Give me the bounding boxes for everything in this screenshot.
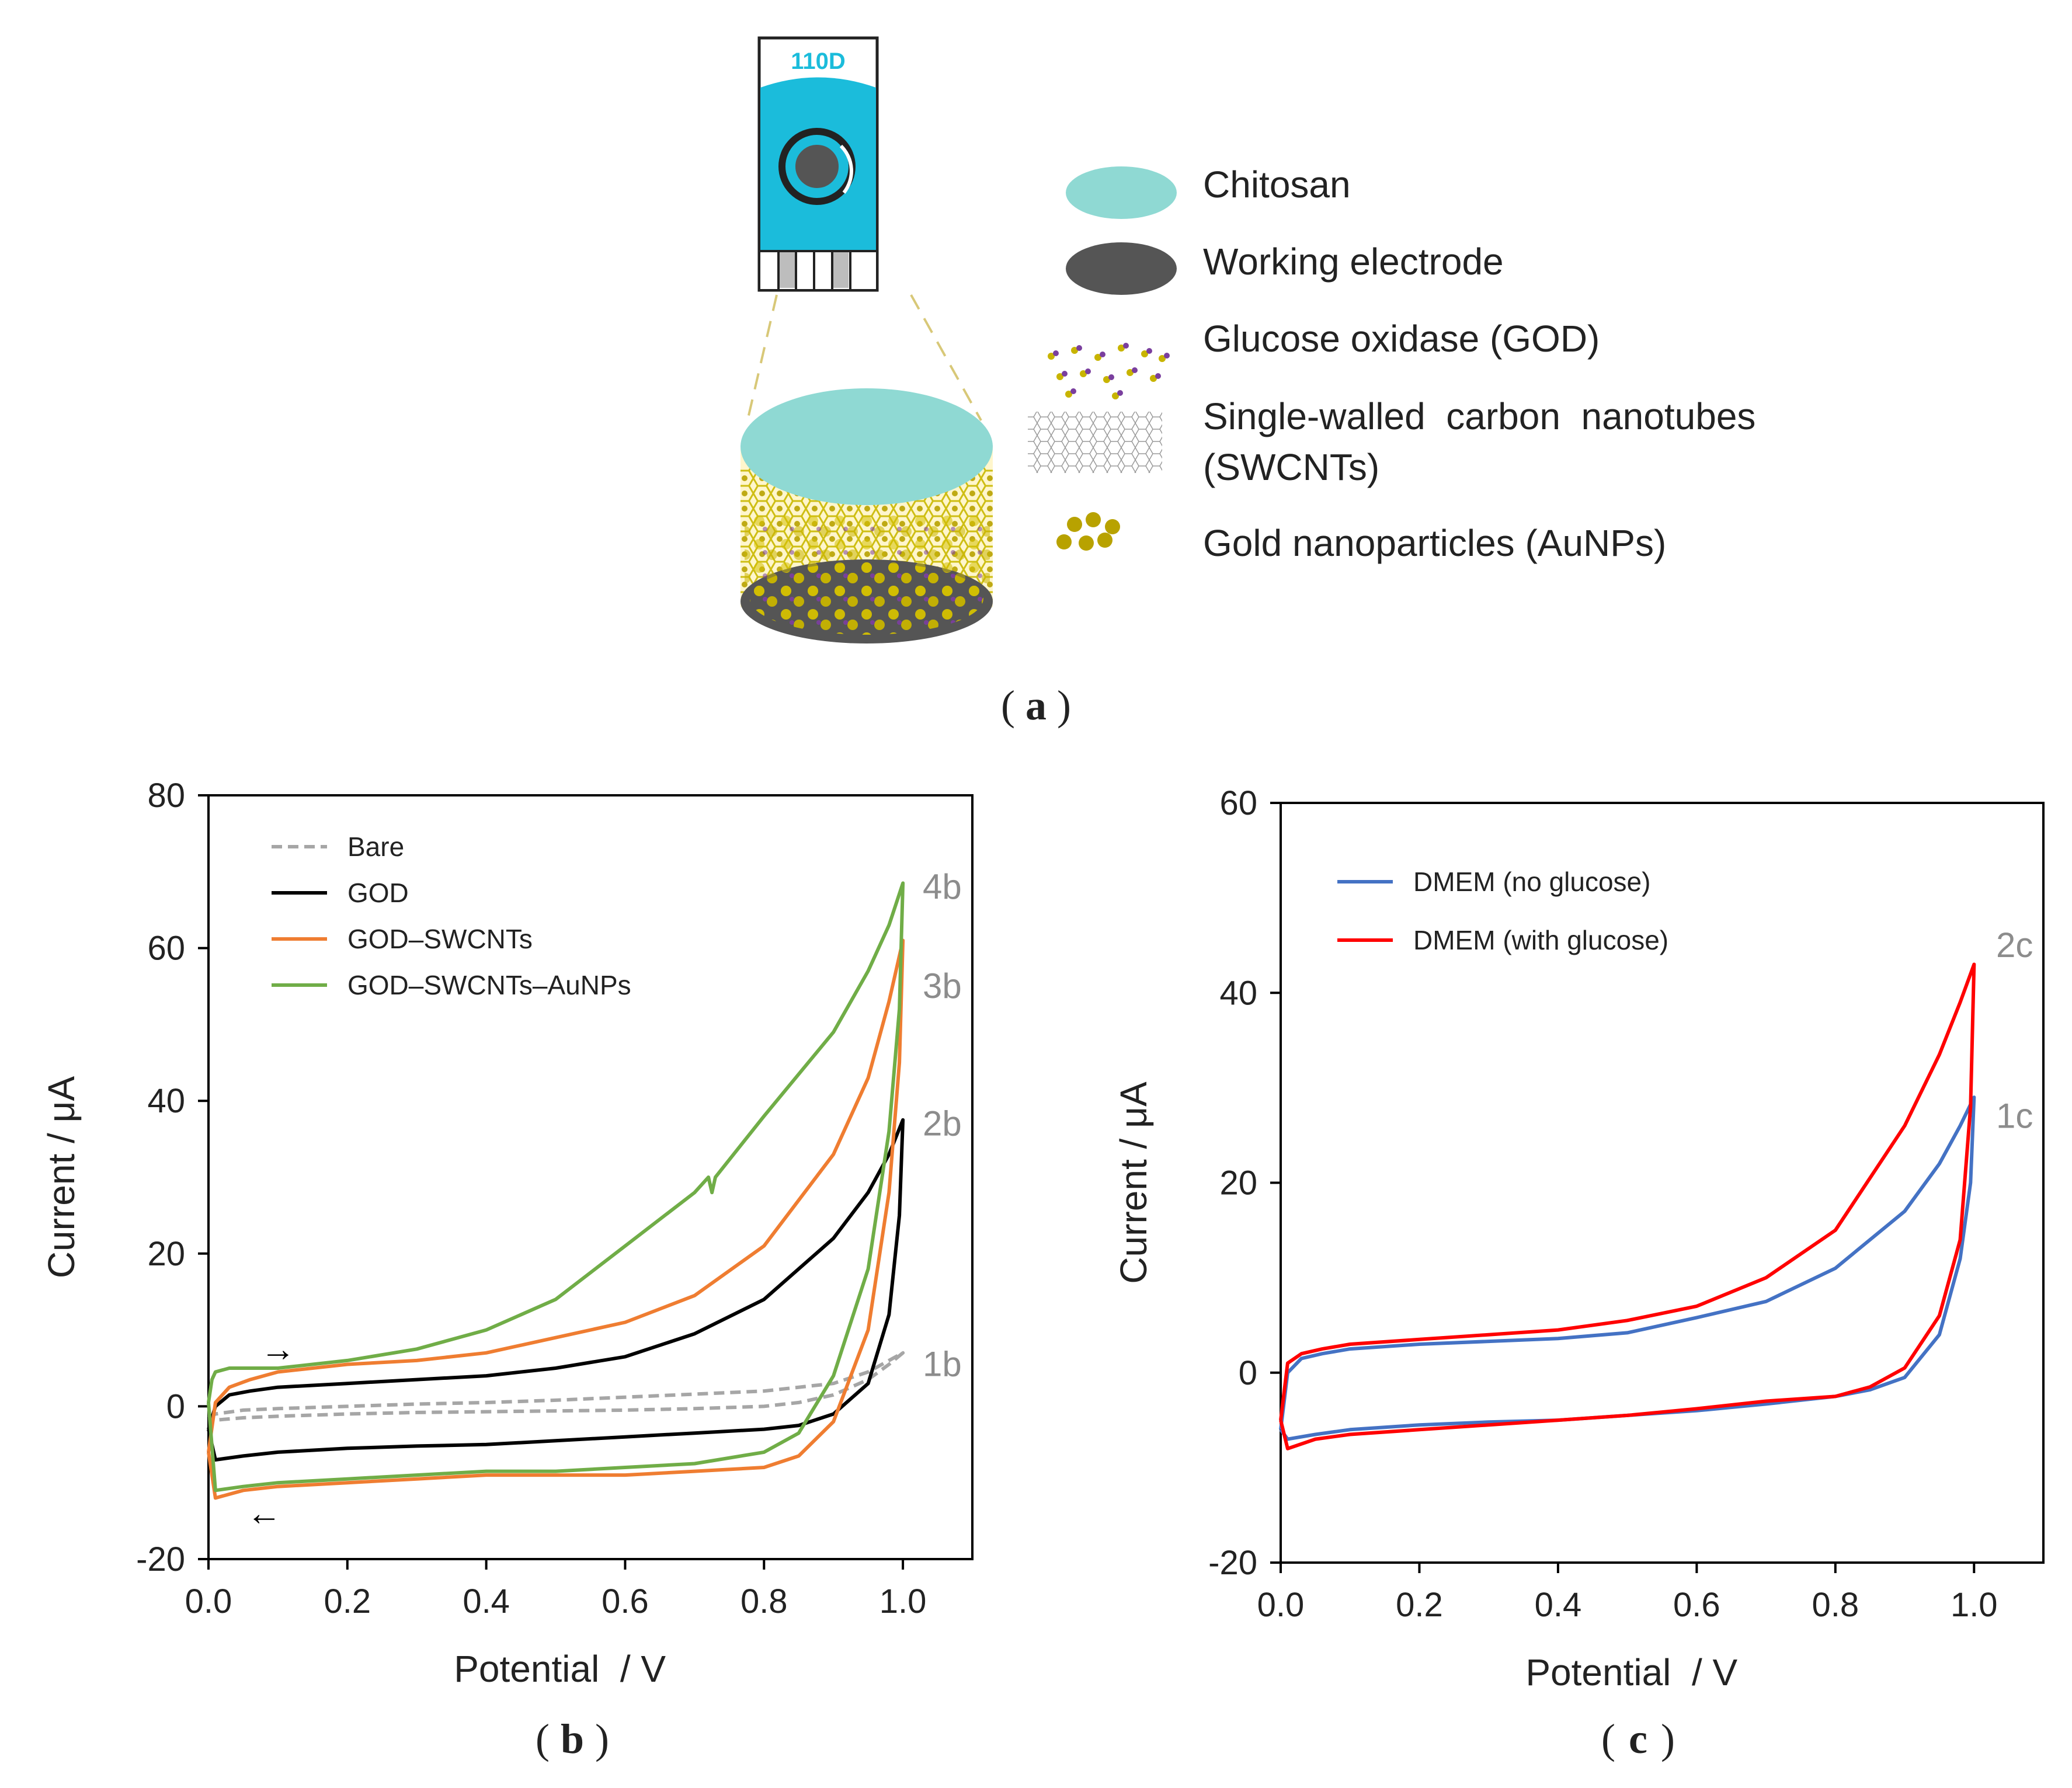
chart-b-xtick-label: 0.6 (602, 1582, 649, 1620)
chart-c-legend: DMEM (no glucose) DMEM (with glucose) (1337, 867, 1668, 955)
chart-c-xtick-label: 0.4 (1535, 1586, 1582, 1624)
chart-b-xtick-label: 0.0 (185, 1582, 232, 1620)
chart-b-axes: 0.0 0.2 0.4 0.6 0.8 1.0 -20 0 20 40 60 80 Potential … (40, 777, 974, 1690)
chart-b-ylabel: Current / μA (40, 1076, 82, 1279)
chart-b-xtick-label: 0.8 (741, 1582, 788, 1620)
chart-b-annotation: 1b (923, 1344, 962, 1383)
electrode-stack-3d (741, 388, 993, 643)
svg-text:(: ( (1001, 682, 1015, 729)
chart-c-xtick-label: 0.0 (1257, 1586, 1305, 1624)
chart-b-legend-label: Bare (347, 832, 404, 862)
chart-b-annotation: 3b (923, 966, 962, 1006)
chart-c-axes: 0.0 0.2 0.4 0.6 0.8 1.0 -20 0 20 40 60 Potential / … (1113, 784, 2045, 1693)
panel-a-schematic: 110D (741, 36, 1755, 729)
chart-b-legend-label: GOD–SWCNTs (347, 924, 533, 954)
chart-b-series-2 (207, 1118, 905, 1462)
chart-b-xlabel: Potential / V (454, 1648, 666, 1690)
contact-pads (760, 250, 876, 289)
working-electrode-disc (792, 141, 842, 192)
panel-a-caption: ( a ) (1001, 682, 1071, 729)
chart-b-annotation: → (260, 1329, 295, 1368)
chart-b-ytick-label: 40 (147, 1082, 185, 1120)
chart-c-ytick-label: -20 (1208, 1544, 1257, 1582)
legend-working-electrode-label: Working electrode (1203, 241, 1504, 283)
panel-a-legend: Chitosan Working electrode Glucose oxida… (1028, 164, 1755, 564)
working-electrode-swatch (1066, 242, 1177, 295)
chitosan-layer (741, 388, 993, 505)
chart-b-ytick-label: 0 (166, 1387, 185, 1425)
svg-text:b: b (561, 1716, 584, 1762)
chart-b-ytick-label: 20 (147, 1235, 185, 1273)
chitosan-swatch (1066, 166, 1177, 219)
swcnt-swatch (1028, 412, 1162, 473)
chart-b-legend-label: GOD–SWCNTs–AuNPs (347, 970, 631, 1000)
chart-b-legend-label: GOD (347, 878, 409, 908)
chart-c: 0.0 0.2 0.4 0.6 0.8 1.0 -20 0 20 40 60 Potential / … (1113, 784, 2045, 1762)
chart-c-ytick-label: 0 (1239, 1354, 1257, 1392)
chart-b-xtick-label: 0.2 (324, 1582, 371, 1620)
chart-c-annotation: 2c (1996, 926, 2033, 965)
chart-c-series-1 (1279, 1095, 1976, 1441)
chart-b-series (207, 881, 905, 1500)
chart-c-ytick-label: 60 (1219, 784, 1257, 822)
svg-text:(: ( (536, 1716, 550, 1762)
chart-c-ylabel: Current / μA (1113, 1081, 1155, 1284)
chart-b-series-3 (207, 938, 905, 1500)
chart-b-annotations: 4b 3b 2b 1b → ← (246, 867, 962, 1533)
chart-c-legend-label: DMEM (with glucose) (1413, 925, 1668, 955)
panel-b-caption: ( b ) (536, 1716, 609, 1762)
chart-c-annotation: 1c (1996, 1097, 2033, 1136)
electrode-label: 110D (791, 48, 845, 74)
legend-aunp-label: Gold nanoparticles (AuNPs) (1203, 522, 1666, 564)
chart-b-xtick-label: 1.0 (879, 1582, 927, 1620)
chart-b-series-1 (207, 1351, 905, 1422)
chart-b-series-4 (207, 881, 905, 1493)
chart-c-plot-frame (1280, 802, 2045, 1564)
zoom-lines (746, 294, 982, 421)
legend-swcnt-label: Single-walled carbon nanotubes (1203, 395, 1755, 437)
chart-c-legend-label: DMEM (no glucose) (1413, 867, 1650, 897)
chart-c-ytick-label: 40 (1219, 974, 1257, 1012)
chart-c-xtick-label: 0.2 (1396, 1586, 1443, 1624)
chart-c-xtick-label: 0.6 (1673, 1586, 1720, 1624)
chart-b-annotation: 2b (923, 1104, 962, 1143)
svg-text:c: c (1629, 1716, 1647, 1762)
svg-text:(: ( (1601, 1716, 1615, 1762)
chart-b-xtick-label: 0.4 (463, 1582, 510, 1620)
chart-c-xlabel: Potential / V (1525, 1651, 1737, 1693)
svg-text:a: a (1025, 682, 1047, 729)
screen-printed-electrode: 110D (757, 36, 879, 292)
chart-c-xtick-label: 0.8 (1812, 1586, 1859, 1624)
chart-c-xtick-label: 1.0 (1951, 1586, 1998, 1624)
chart-c-annotations: 2c 1c (1996, 926, 2033, 1136)
aunp-swatch (1056, 512, 1120, 551)
chart-c-series (1279, 962, 1976, 1450)
god-swatch (1048, 343, 1170, 399)
chart-b-annotation: ← (246, 1494, 281, 1533)
svg-text:): ) (1057, 682, 1071, 729)
chart-c-ytick-label: 20 (1219, 1164, 1257, 1202)
legend-god-label: Glucose oxidase (GOD) (1203, 318, 1600, 360)
chart-b-legend: Bare GOD GOD–SWCNTs GOD–SWCNTs–AuNPs (272, 832, 631, 1000)
chart-b: 0.0 0.2 0.4 0.6 0.8 1.0 -20 0 20 40 60 80 Potential … (40, 777, 974, 1762)
chart-b-annotation: 4b (923, 867, 962, 906)
chart-b-plot-frame (207, 794, 974, 1560)
svg-text:): ) (595, 1716, 609, 1762)
chart-b-ytick-label: 60 (147, 930, 185, 968)
chart-b-ytick-label: -20 (136, 1540, 185, 1578)
svg-text:): ) (1661, 1716, 1675, 1762)
reference-electrode-arc (839, 144, 853, 194)
chart-b-ytick-label: 80 (147, 777, 185, 815)
panel-c-caption: ( c ) (1601, 1716, 1675, 1762)
chart-c-series-2 (1279, 962, 1976, 1450)
legend-chitosan-label: Chitosan (1203, 164, 1351, 206)
legend-swcnt-abbrev: (SWCNTs) (1203, 446, 1379, 488)
